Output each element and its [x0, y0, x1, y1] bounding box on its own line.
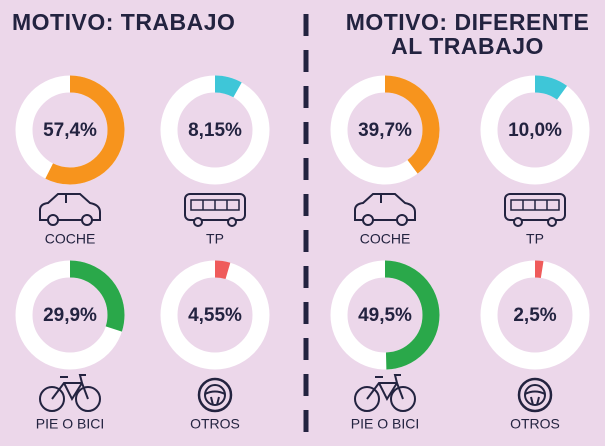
icon-part [193, 217, 203, 227]
icon-part [47, 214, 59, 226]
category-label: TP [206, 231, 224, 247]
icon-part [51, 374, 89, 402]
value-label: 2,5% [513, 305, 556, 326]
value-label: 57,4% [43, 120, 97, 141]
icon [354, 374, 416, 412]
icon [184, 193, 246, 227]
value-label: 10,0% [508, 120, 562, 141]
category-label: OTROS [190, 416, 240, 432]
icon-part [547, 217, 557, 227]
category-label: COCHE [45, 231, 96, 247]
icon-part [362, 214, 374, 226]
icon-part [354, 193, 416, 221]
icon [197, 377, 233, 413]
donut-arc [160, 75, 270, 185]
category-label: TP [526, 231, 544, 247]
icon-part [504, 193, 566, 221]
icon [39, 193, 101, 226]
icon-part [517, 377, 553, 413]
icon-part [396, 214, 408, 226]
donut-arc [15, 75, 125, 185]
category-label: PIE O BICI [351, 416, 419, 432]
category-label: COCHE [360, 231, 411, 247]
icon-part [354, 386, 380, 412]
icon-part [75, 386, 101, 412]
icon [39, 374, 101, 412]
icon-part [390, 386, 416, 412]
value-label: 39,7% [358, 120, 412, 141]
donut-arc [480, 75, 590, 185]
category-label: OTROS [510, 416, 560, 432]
icon-part [39, 386, 65, 412]
panel-title: MOTIVO: TRABAJO [12, 9, 236, 35]
donut-arc [160, 260, 270, 370]
icon-part [190, 199, 240, 211]
icon [517, 377, 553, 413]
icon-part [39, 193, 101, 221]
icon [504, 193, 566, 227]
icon [354, 193, 416, 226]
icon-part [184, 193, 246, 221]
value-label: 4,55% [188, 305, 242, 326]
value-label: 8,15% [188, 120, 242, 141]
icon-part [227, 217, 237, 227]
icon-part [81, 214, 93, 226]
value-label: 49,5% [358, 305, 412, 326]
panel-title: MOTIVO: DIFERENTE AL TRABAJO [345, 9, 590, 59]
donut-arc [330, 75, 440, 185]
icon-part [197, 377, 233, 413]
value-label: 29,9% [43, 305, 97, 326]
icon-part [510, 199, 560, 211]
category-label: PIE O BICI [36, 416, 104, 432]
donut-arc [480, 260, 590, 370]
icon-part [524, 390, 546, 406]
donut-arc [330, 260, 440, 370]
icon-part [524, 384, 546, 406]
icon-part [366, 374, 404, 402]
icon-part [513, 217, 523, 227]
donut-arc [15, 260, 125, 370]
icon-part [204, 390, 226, 406]
icon-part [204, 384, 226, 406]
